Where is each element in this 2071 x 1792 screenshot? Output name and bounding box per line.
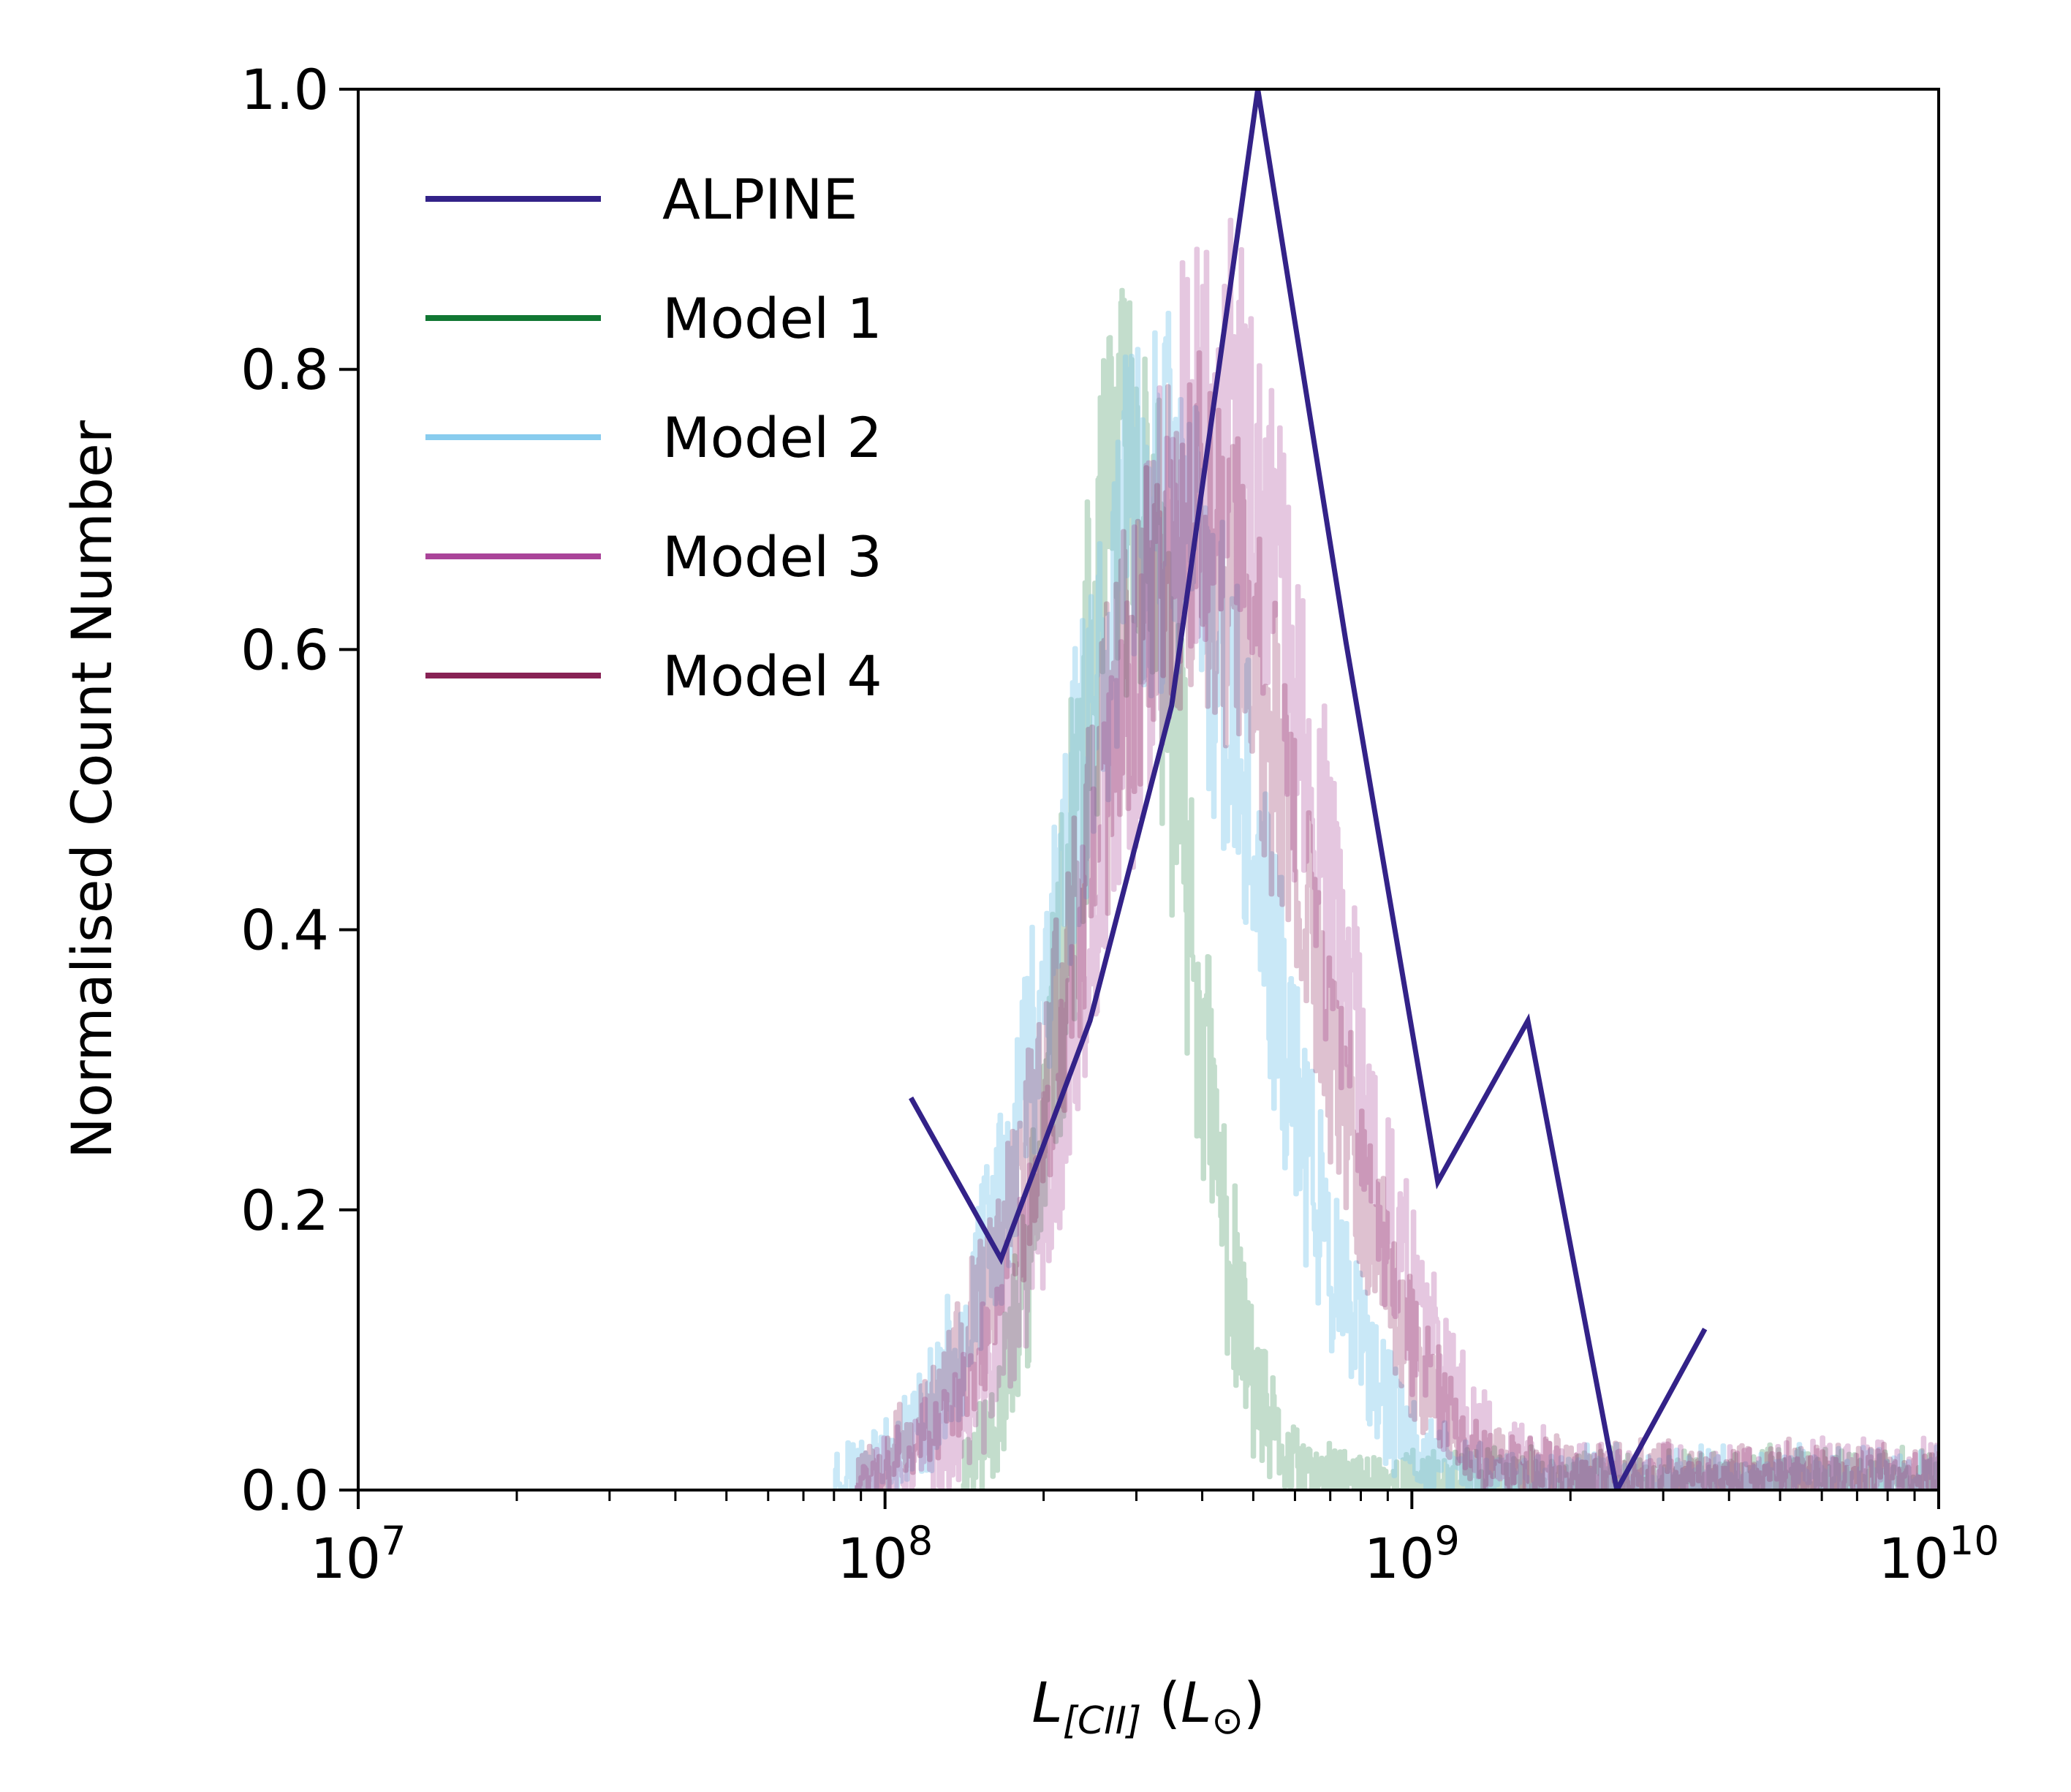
plot-frame xyxy=(357,88,1940,1492)
legend-item: ALPINE xyxy=(425,167,857,232)
series-line-alpine xyxy=(909,89,1708,1490)
y-tick-label: 0.2 xyxy=(241,1178,329,1243)
legend-item: Model 3 xyxy=(425,524,882,589)
y-tick-label: 1.0 xyxy=(241,57,329,122)
legend-label: ALPINE xyxy=(662,167,857,232)
y-axis-label: Normalised Count Number xyxy=(59,420,124,1159)
series-line-model-1 xyxy=(961,287,1939,1490)
y-tick-label: 0.6 xyxy=(241,617,329,682)
legend-label: Model 2 xyxy=(662,405,882,470)
x-tick-label: 109 xyxy=(1364,1518,1460,1591)
legend-label: Model 4 xyxy=(662,643,882,708)
legend-item: Model 1 xyxy=(425,286,882,351)
legend-item: Model 4 xyxy=(425,643,882,708)
x-axis: 107 108 109 1010 xyxy=(310,1490,1999,1591)
series-line-model-2 xyxy=(833,311,1939,1490)
y-axis: 0.0 0.2 0.4 0.6 0.8 1.0 xyxy=(241,57,358,1523)
x-tick-label: 1010 xyxy=(1878,1518,1999,1591)
y-tick-label: 0.0 xyxy=(241,1458,329,1523)
x-tick-label: 107 xyxy=(310,1518,406,1591)
legend: ALPINE Model 1 Model 2 Model 3 Model 4 xyxy=(425,167,882,708)
series-layer xyxy=(833,89,1939,1490)
legend-label: Model 3 xyxy=(662,524,882,589)
legend-label: Model 1 xyxy=(662,286,882,351)
y-tick-label: 0.4 xyxy=(241,898,329,963)
series-line-model-4 xyxy=(855,350,1939,1490)
series-line-model-3 xyxy=(855,217,1939,1490)
x-tick-label: 108 xyxy=(837,1518,933,1591)
y-tick-label: 0.8 xyxy=(241,337,329,402)
legend-item: Model 2 xyxy=(425,405,882,470)
x-axis-label: L[CII] (L⊙) xyxy=(1031,1670,1265,1743)
